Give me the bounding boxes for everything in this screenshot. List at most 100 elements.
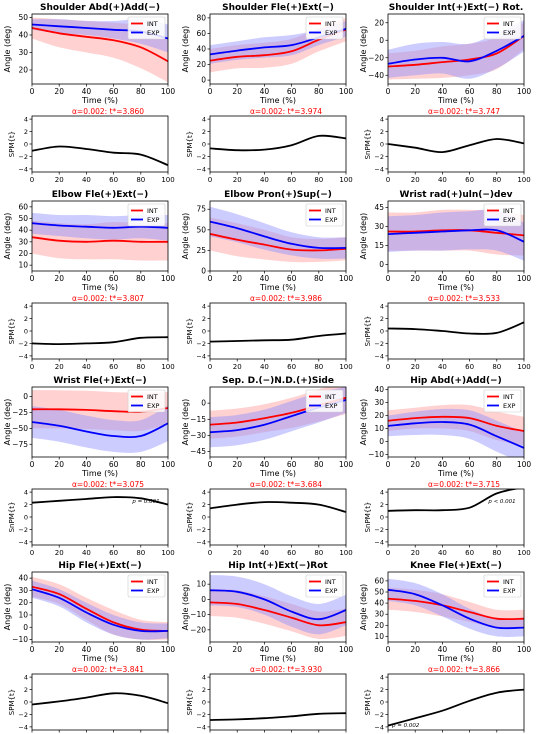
legend-exp-label: EXP [147,587,160,595]
plot-frame [387,386,525,458]
x-tick-label: 40 [438,645,448,654]
legend-box [305,203,344,227]
legend-exp-label: EXP [325,29,338,37]
chart-title: Knee Fle(+)Ext(−) [410,561,502,571]
spm-y-axis-label: SPM{t} [8,318,16,344]
y-tick-label: 40 [18,31,28,40]
spm-y-tick-label: 4 [202,303,206,311]
y-tick-label: 30 [18,586,28,595]
legend-exp-label: EXP [325,587,338,595]
y-tick-label: 0 [379,260,384,269]
spm-x-tick-label: 0 [386,176,390,184]
x-tick-label: 40 [438,460,448,469]
spm-x-tick-label: 20 [411,549,420,557]
x-tick-label: 40 [260,274,270,283]
x-tick-label: 100 [517,645,532,654]
x-tick-label: 80 [136,460,146,469]
x-tick-label: 100 [517,274,532,283]
spm-y-axis-label: SnPM{t} [364,316,372,347]
y-tick-label: −50 [12,424,28,433]
spm-x-tick-label: 80 [314,363,323,371]
y-tick-label: 45 [374,203,384,212]
spm-y-tick-label: 4 [380,303,384,311]
x-tick-label: 60 [109,460,119,469]
spm-y-axis-label: SnPM{t} [8,502,16,533]
x-tick-label: 40 [260,87,270,96]
spm-y-tick-label: 0 [202,699,206,707]
spm-y-tick-label: 2 [24,128,28,136]
exp-sd-band [210,206,346,259]
spm-y-tick-label: −2 [18,340,28,348]
spm-y-axis-label: SPM{t} [8,131,16,157]
spm-frame [31,302,169,360]
y-tick-label: 0 [379,36,384,45]
spm-y-tick-label: 0 [24,699,28,707]
x-tick-label: 60 [287,645,297,654]
x-tick-label: 60 [465,460,475,469]
spm-x-tick-label: 40 [438,549,447,557]
spm-frame [31,115,169,173]
legend-exp-label: EXP [325,216,338,224]
spm-x-tick-label: 60 [287,363,296,371]
spm-y-tick-label: −2 [374,153,384,161]
x-tick-label: 0 [30,274,35,283]
legend-box [483,203,522,227]
spm-area [388,138,524,154]
spm-x-tick-label: 20 [55,549,64,557]
y-tick-label: 15 [374,241,384,250]
spm-y-axis-label: SPM{t} [186,689,194,715]
x-tick-label: 80 [314,645,324,654]
spm-y-tick-label: 2 [202,128,206,136]
spm-threshold-label: α=0.002: t*=3.075 [72,480,144,489]
x-tick-label: 0 [208,645,213,654]
y-tick-label: 30 [374,222,384,231]
chart-title: Wrist Fle(+)Ext(−) [53,376,146,386]
spm-y-tick-label: −4 [18,352,28,360]
spm-x-tick-label: 40 [82,363,91,371]
spm-y-tick-label: −4 [374,538,384,546]
spm-x-tick-label: 80 [492,363,501,371]
exp-mean-line [210,589,346,621]
spm-x-tick-label: 40 [260,363,269,371]
spm-curve [388,688,524,727]
y-tick-label: 40 [18,574,28,583]
y-tick-label: 25 [196,246,206,255]
spm-curve [32,496,168,506]
x-tick-label: 20 [410,87,420,96]
legend-box [127,203,166,227]
y-tick-label: 40 [374,599,384,608]
spm-x-tick-label: 40 [260,176,269,184]
x-tick-label: 80 [136,645,146,654]
x-tick-label: 0 [386,274,391,283]
x-tick-label: 100 [161,87,176,96]
y-tick-label: −20 [190,625,206,634]
spm-threshold-label: α=0.002: t*=3.974 [250,107,322,116]
y-tick-label: 0 [23,392,28,401]
spm-threshold-label: α=0.002: t*=3.533 [428,294,500,303]
exp-mean-line [210,220,346,250]
x-tick-label: 60 [109,645,119,654]
int-mean-line [32,27,168,63]
spm-x-tick-label: 80 [136,549,145,557]
x-axis-label: Time (%) [259,96,296,105]
spm-curve [32,336,168,346]
chart-title: Shoulder Fle(+)Ext(−) [222,3,334,13]
spm-x-tick-label: 100 [339,363,352,371]
y-tick-label: 50 [18,13,28,22]
spm-y-axis-label: SnPM{t} [186,502,194,533]
spm-x-tick-label: 100 [161,549,174,557]
y-axis-label: Angle (deg) [3,26,12,73]
spm-threshold-label: α=0.002: t*=3.841 [72,665,144,674]
legend-int-label: INT [147,578,158,586]
y-tick-label: 50 [18,214,28,223]
exp-mean-line [32,421,168,439]
legend-box [127,16,166,40]
x-tick-label: 60 [287,274,297,283]
plot-area [388,20,524,80]
plot-area [388,578,524,637]
spm-x-tick-label: 80 [314,549,323,557]
y-tick-label: −75 [12,440,28,449]
spm-x-tick-label: 60 [109,176,118,184]
